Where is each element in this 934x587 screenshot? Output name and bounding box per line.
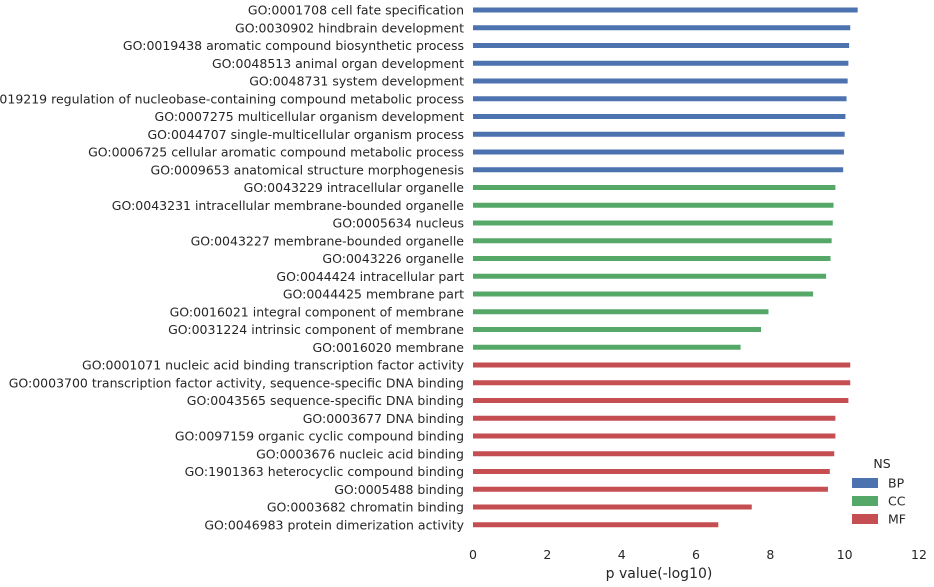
bar-bp: [473, 149, 844, 155]
bar-cc: [473, 185, 836, 190]
bar-mf: [473, 522, 719, 528]
legend: NS BP CC MF: [852, 456, 906, 527]
bar-bp: [473, 167, 844, 173]
bar-bp: [473, 43, 850, 48]
category-label: GO:0019219 regulation of nucleobase-cont…: [0, 91, 464, 106]
category-label: GO:0006725 cellular aromatic compound me…: [88, 145, 464, 160]
bar-cc: [473, 202, 834, 208]
category-label: GO:0097159 organic cyclic compound bindi…: [175, 429, 464, 444]
category-label: GO:0003676 nucleic acid binding: [256, 446, 464, 461]
bar-cc: [473, 220, 833, 226]
bar-mf: [473, 486, 828, 492]
category-label: GO:0005634 nucleus: [333, 216, 464, 231]
category-label: GO:0048731 system development: [249, 74, 464, 89]
legend-label-mf: MF: [888, 512, 906, 527]
category-label: GO:0031224 intrinsic component of membra…: [168, 322, 464, 337]
bar-mf: [473, 451, 835, 457]
bar-mf: [473, 433, 836, 439]
x-tick-label: 10: [837, 547, 853, 562]
legend-swatch-mf: [852, 514, 878, 524]
bar-bp: [473, 114, 846, 119]
category-label: GO:0043565 sequence-specific DNA binding: [187, 393, 464, 408]
category-label: GO:0030902 hindbrain development: [235, 20, 464, 35]
x-tick-label: 0: [469, 547, 477, 562]
bar-mf: [473, 504, 752, 510]
bar-mf: [473, 415, 836, 421]
bar-bp: [473, 60, 849, 66]
category-label: GO:0044707 single-multicellular organism…: [147, 127, 464, 142]
bar-bp: [473, 7, 858, 13]
category-label: GO:0043227 membrane-bounded organelle: [191, 233, 465, 248]
x-tick-label: 12: [911, 547, 927, 562]
category-label: GO:0016021 integral component of membran…: [170, 304, 465, 319]
category-label: GO:0003700 transcription factor activity…: [9, 375, 464, 390]
category-label: GO:0003677 DNA binding: [303, 411, 464, 426]
category-label: GO:0043231 intracellular membrane-bounde…: [112, 198, 465, 213]
bars-layer: [473, 7, 858, 528]
x-axis-title: p value(-log10): [606, 566, 713, 582]
x-tick-label: 8: [766, 547, 774, 562]
bar-mf: [473, 398, 849, 403]
category-label: GO:0019438 aromatic compound biosyntheti…: [123, 38, 464, 53]
bar-cc: [473, 273, 827, 279]
legend-swatch-cc: [852, 496, 878, 506]
bar-bp: [473, 131, 845, 137]
bar-mf: [473, 469, 830, 474]
category-label: GO:0007275 multicellular organism develo…: [155, 109, 465, 124]
bar-mf: [473, 362, 851, 368]
category-label: GO:0005488 binding: [334, 482, 464, 497]
x-tick-label: 2: [543, 547, 551, 562]
bar-bp: [473, 25, 851, 31]
bar-cc: [473, 238, 832, 244]
bar-cc: [473, 256, 831, 261]
bar-cc: [473, 291, 814, 297]
x-tick-label: 6: [692, 547, 700, 562]
category-label: GO:0043229 intracellular organelle: [244, 180, 465, 195]
category-label: GO:1901363 heterocyclic compound binding: [185, 464, 464, 479]
bar-bp: [473, 96, 847, 102]
legend-label-cc: CC: [888, 494, 906, 509]
category-label: GO:0009653 anatomical structure morphoge…: [151, 162, 464, 177]
x-axis: p value(-log10) 0 2 4 6 8 10 12: [469, 547, 927, 582]
category-label: GO:0044424 intracellular part: [276, 269, 464, 284]
category-label: GO:0044425 membrane part: [283, 287, 464, 302]
bar-bp: [473, 78, 848, 84]
category-label: GO:0046983 protein dimerization activity: [204, 517, 464, 532]
category-label: GO:0043226 organelle: [322, 251, 464, 266]
bar-cc: [473, 327, 762, 332]
x-tick-label: 4: [618, 547, 626, 562]
category-label: GO:0016020 membrane: [312, 340, 464, 355]
category-label: GO:0003682 chromatin binding: [267, 500, 464, 515]
bar-mf: [473, 380, 851, 386]
legend-swatch-bp: [852, 478, 878, 488]
category-label: GO:0001708 cell fate specification: [248, 3, 464, 18]
bar-cc: [473, 344, 741, 350]
bar-cc: [473, 309, 769, 315]
legend-title: NS: [873, 456, 890, 471]
category-label: GO:0001071 nucleic acid binding transcri…: [82, 358, 465, 373]
legend-label-bp: BP: [888, 476, 905, 491]
category-label: GO:0048513 animal organ development: [212, 56, 464, 71]
category-labels: GO:0001708 cell fate specification GO:003…: [0, 3, 465, 533]
